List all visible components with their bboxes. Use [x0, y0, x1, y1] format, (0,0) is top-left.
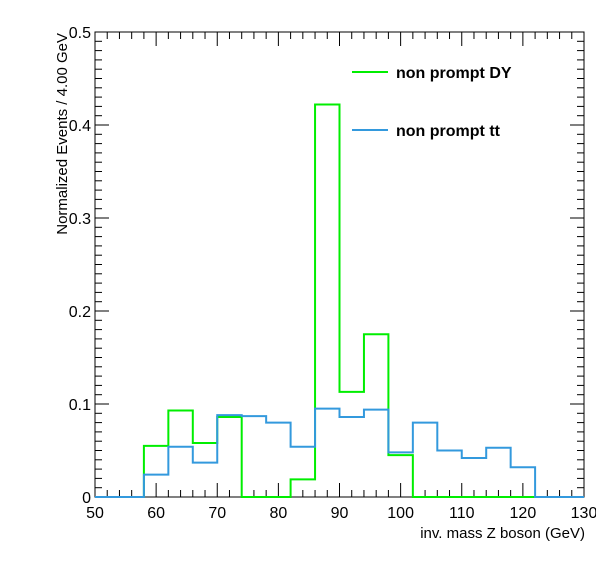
x-tick-label: 50 [86, 505, 104, 522]
x-tick-label: 110 [449, 505, 475, 522]
series-line-1 [95, 407, 584, 498]
x-tick-label: 70 [208, 505, 226, 522]
x-tick-label: 120 [510, 505, 537, 522]
legend-label-1: non prompt tt [396, 123, 501, 140]
legend-label-0: non prompt DY [396, 65, 512, 82]
y-tick-label: 0.2 [69, 304, 91, 321]
tick-labels: 50 60 70 80 90 100 110 120 130 0 0.1 0.2 0.3 0.4 0.5 [69, 25, 596, 522]
x-tick-label: 60 [147, 505, 165, 522]
y-tick-label: 0 [82, 490, 91, 507]
y-tick-label: 0.1 [69, 397, 91, 414]
series-line-0 [95, 103, 584, 498]
y-tick-label: 0.3 [69, 211, 91, 228]
x-tick-label: 100 [387, 505, 414, 522]
y-tick-label: 0.5 [69, 25, 91, 42]
x-tick-label: 90 [331, 505, 349, 522]
series-layer [95, 103, 584, 498]
x-axis-title: inv. mass Z boson (GeV) [420, 525, 585, 542]
y-axis-title: Normalized Events / 4.00 GeV [54, 33, 71, 235]
x-tick-label: 80 [269, 505, 287, 522]
y-tick-label: 0.4 [69, 118, 91, 135]
x-tick-label: 130 [571, 505, 596, 522]
axis-ticks [94, 31, 585, 498]
legend: non prompt DY non prompt tt [352, 65, 512, 140]
